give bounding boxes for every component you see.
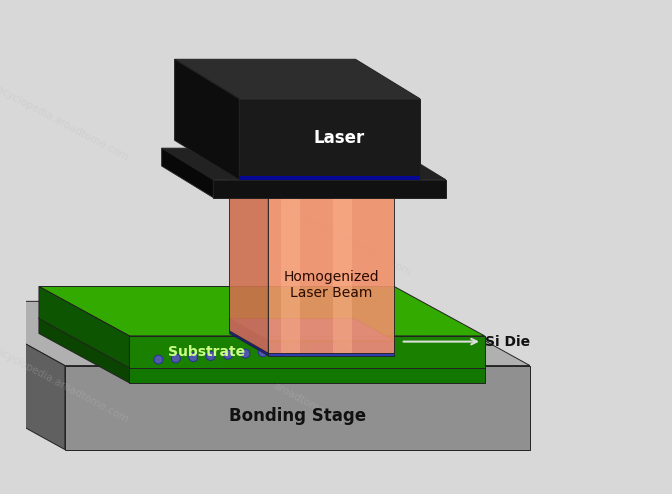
Polygon shape (268, 190, 394, 353)
Polygon shape (0, 301, 65, 450)
Text: Laser: Laser (313, 129, 364, 147)
Ellipse shape (241, 349, 250, 358)
Polygon shape (268, 341, 394, 356)
Text: ncyclopedia.aroadtome.com: ncyclopedia.aroadtome.com (0, 346, 130, 425)
Polygon shape (230, 168, 394, 190)
Text: ncyclopedia.aroadtome.com: ncyclopedia.aroadtome.com (0, 84, 130, 163)
Polygon shape (333, 190, 351, 353)
Polygon shape (175, 59, 239, 180)
Ellipse shape (206, 352, 215, 361)
Ellipse shape (310, 344, 319, 353)
Polygon shape (130, 336, 485, 368)
Polygon shape (175, 59, 420, 99)
Polygon shape (239, 176, 420, 180)
Text: aroadtome.com: aroadtome.com (271, 381, 349, 429)
Polygon shape (230, 168, 268, 353)
Ellipse shape (363, 341, 372, 350)
Polygon shape (162, 148, 446, 180)
Polygon shape (162, 148, 214, 198)
Ellipse shape (328, 343, 337, 352)
Ellipse shape (293, 345, 302, 354)
Text: encyclopedia.aroadtome.com: encyclopedia.aroadtome.com (271, 196, 413, 278)
Ellipse shape (345, 342, 354, 351)
Polygon shape (214, 180, 446, 198)
Ellipse shape (189, 353, 198, 362)
Ellipse shape (258, 348, 267, 357)
Text: Substrate: Substrate (168, 345, 245, 359)
Polygon shape (281, 190, 300, 353)
Ellipse shape (171, 354, 180, 363)
Ellipse shape (224, 350, 233, 359)
Polygon shape (239, 99, 420, 180)
Ellipse shape (276, 347, 285, 356)
Text: Homogenized
Laser Beam: Homogenized Laser Beam (284, 270, 379, 300)
Text: Bonding Stage: Bonding Stage (228, 407, 366, 425)
Polygon shape (39, 287, 130, 368)
Polygon shape (39, 287, 485, 336)
Polygon shape (0, 301, 530, 366)
Text: Si Die: Si Die (403, 334, 530, 349)
Polygon shape (230, 319, 268, 356)
Polygon shape (39, 318, 485, 367)
Ellipse shape (380, 339, 389, 348)
Polygon shape (39, 318, 130, 383)
Polygon shape (65, 366, 530, 450)
Ellipse shape (154, 355, 163, 364)
Polygon shape (230, 319, 394, 341)
Polygon shape (130, 367, 485, 383)
